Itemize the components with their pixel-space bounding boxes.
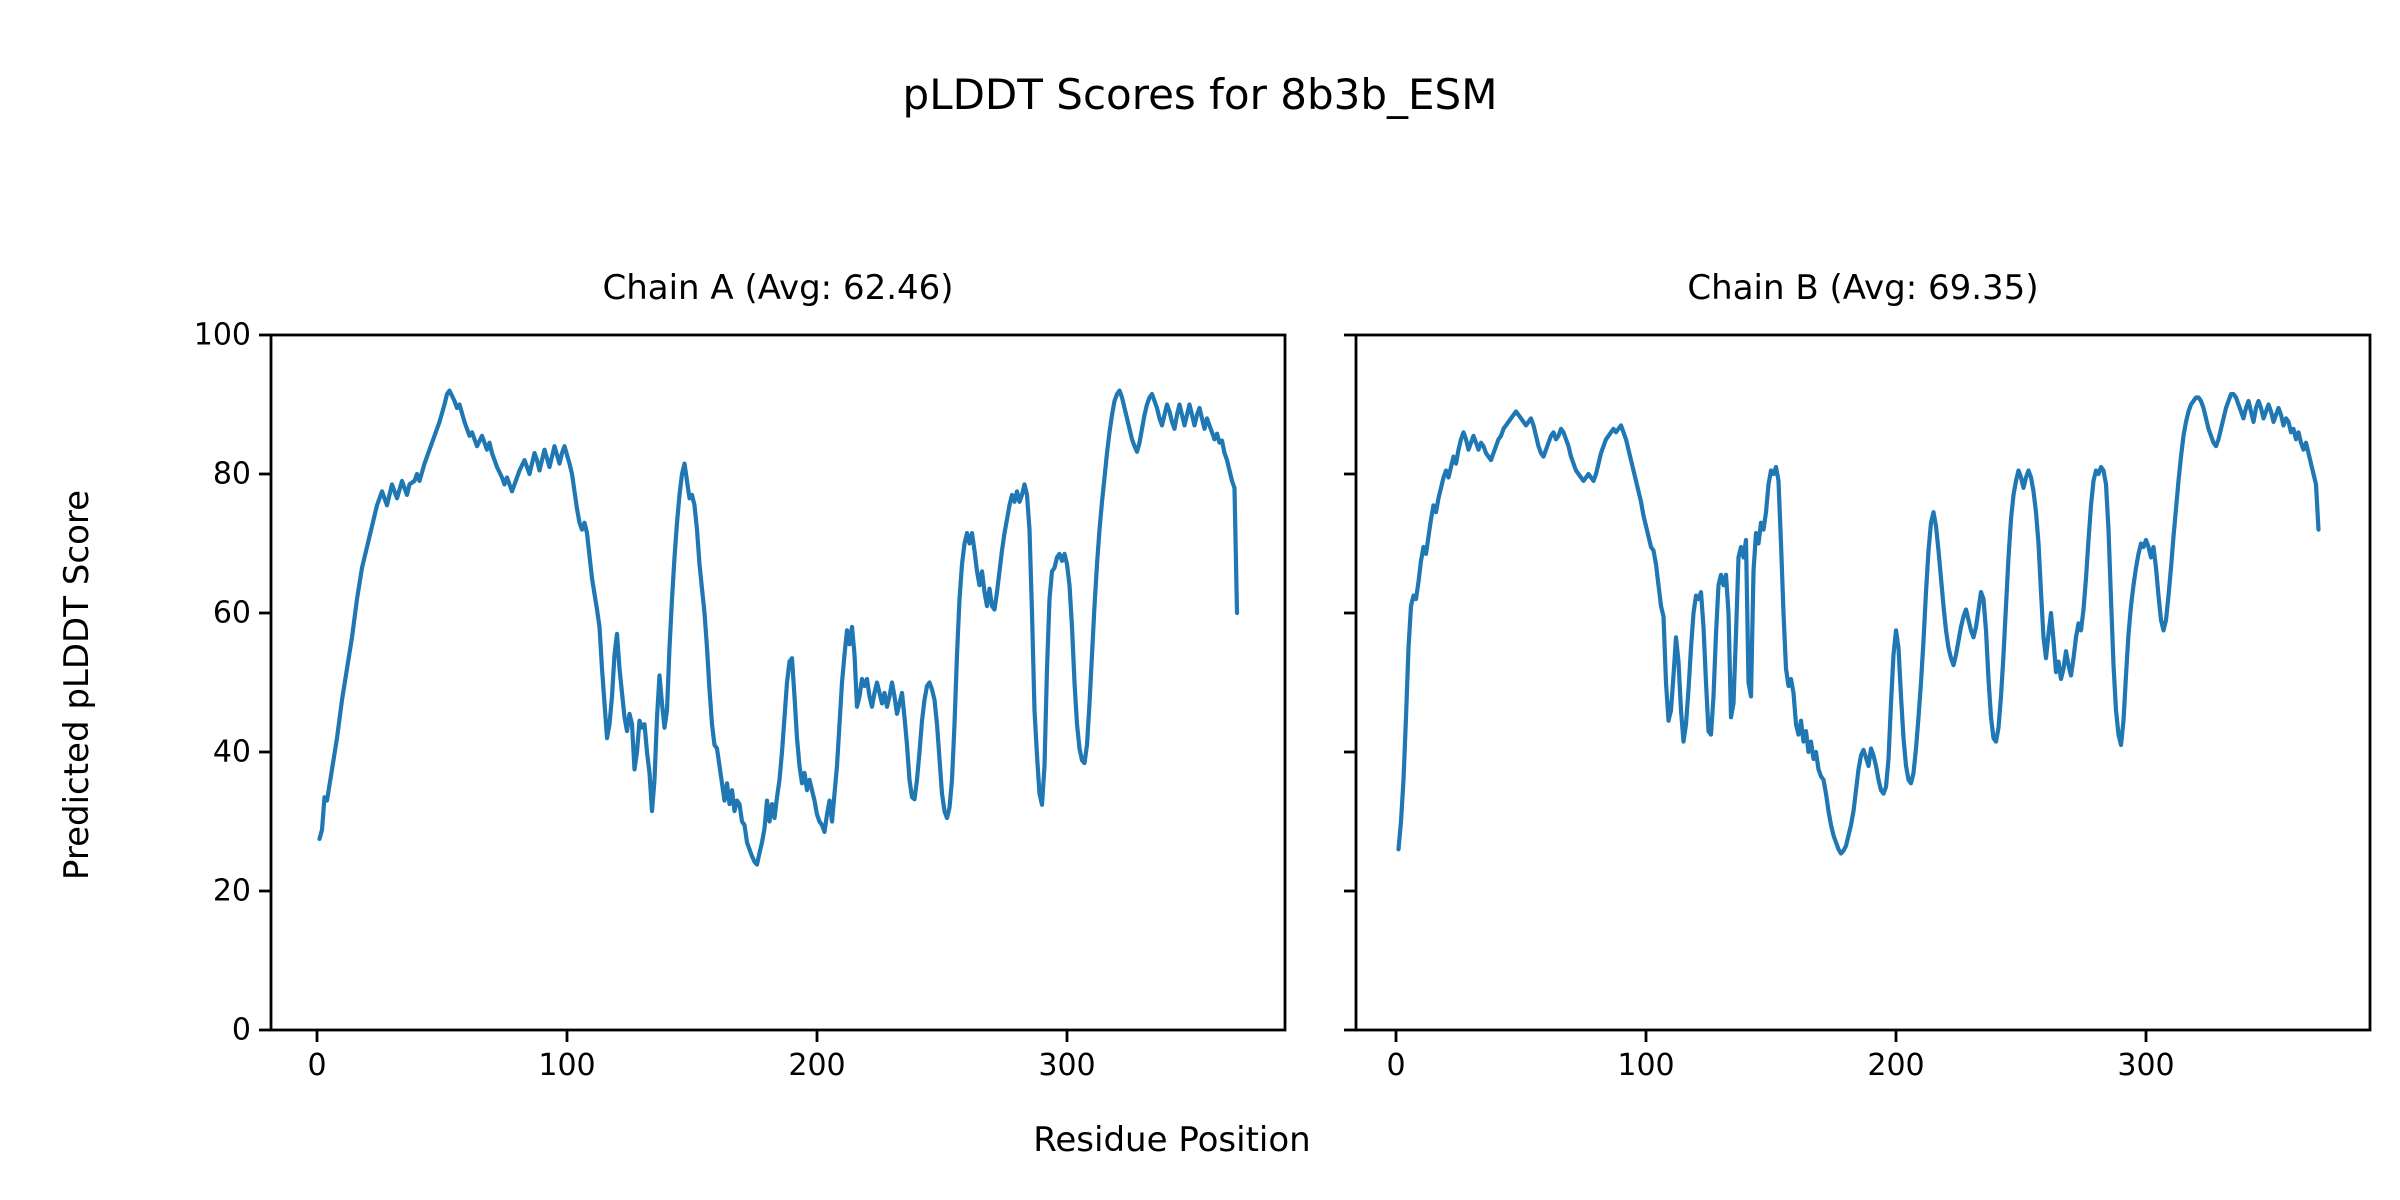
chain-a-plot bbox=[259, 333, 1287, 1042]
axes-frame bbox=[1354, 333, 2372, 1032]
chain-a-subplot-title: Chain A (Avg: 62.46) bbox=[602, 268, 954, 308]
y-tick-label: 20 bbox=[212, 873, 251, 909]
y-tick-label: 60 bbox=[212, 595, 251, 631]
x-tick-label: 100 bbox=[1617, 1048, 1675, 1083]
y-tick-label: 80 bbox=[212, 456, 251, 492]
x-tick-label: 300 bbox=[2117, 1048, 2175, 1083]
figure-title: pLDDT Scores for 8b3b_ESM bbox=[902, 70, 1498, 119]
x-tick-label: 0 bbox=[1386, 1048, 1406, 1083]
y-tick-label: 40 bbox=[212, 734, 251, 770]
y-tick-label: 100 bbox=[193, 317, 251, 353]
x-tick-label: 200 bbox=[1867, 1048, 1925, 1083]
chain-b-plot bbox=[1344, 333, 2372, 1042]
x-tick-label: 100 bbox=[538, 1048, 596, 1083]
x-tick-label: 200 bbox=[788, 1048, 846, 1083]
x-axis-label: Residue Position bbox=[1033, 1120, 1311, 1160]
x-tick-label: 300 bbox=[1038, 1048, 1096, 1083]
chain-b-subplot-title: Chain B (Avg: 69.35) bbox=[1687, 268, 2039, 308]
y-tick-label: 0 bbox=[231, 1012, 251, 1048]
axes-frame bbox=[269, 333, 1287, 1032]
plddt-line-chain-b bbox=[1396, 392, 2321, 856]
plddt-line-chain-a bbox=[317, 388, 1240, 867]
x-tick-label: 0 bbox=[307, 1048, 327, 1083]
